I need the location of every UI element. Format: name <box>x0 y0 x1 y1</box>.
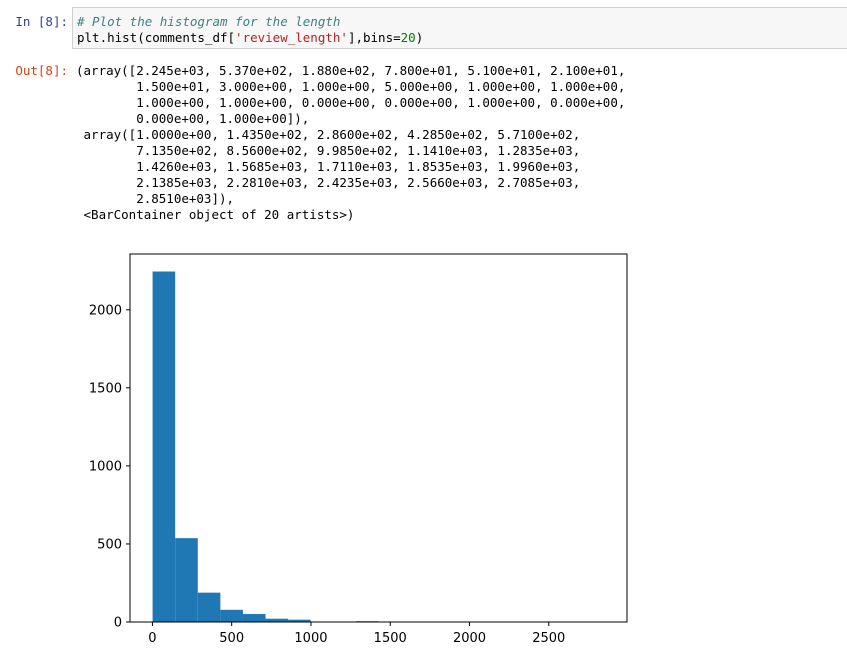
y-tick-label: 1000 <box>89 459 122 474</box>
output-text: (array([2.245e+03, 5.370e+02, 1.880e+02,… <box>76 63 625 223</box>
code-input-cell[interactable]: # Plot the histogram for the length plt.… <box>72 7 847 49</box>
plot-frame <box>129 253 628 623</box>
output-line: 2.8510e+03]), <box>76 191 235 206</box>
output-line: (array([2.245e+03, 5.370e+02, 1.880e+02,… <box>76 63 626 78</box>
histogram-bar <box>242 614 266 622</box>
output-line: array([1.0000e+00, 1.4350e+02, 2.8600e+0… <box>76 127 581 142</box>
code-number: 20 <box>400 30 416 45</box>
output-line: 1.000e+00, 1.000e+00, 0.000e+00, 0.000e+… <box>76 95 626 110</box>
x-tick-label: 500 <box>219 631 244 646</box>
code-mid: ],bins= <box>347 30 401 45</box>
histogram-bar <box>152 271 176 622</box>
y-tick-label: 0 <box>114 616 122 631</box>
code-string: 'review_length' <box>235 30 348 45</box>
output-prompt: Out[8]: <box>15 63 68 78</box>
histogram-bar <box>220 609 243 622</box>
output-line: <BarContainer object of 20 artists>) <box>76 207 355 222</box>
x-tick-label: 2500 <box>532 631 565 646</box>
code-comment: # Plot the histogram for the length <box>77 14 341 29</box>
y-tick-label: 1500 <box>89 381 122 396</box>
histogram-bar <box>175 538 198 622</box>
x-tick-label: 0 <box>148 631 156 646</box>
histogram-bar <box>265 618 289 622</box>
code-suffix: ) <box>415 30 424 45</box>
output-line: 2.1385e+03, 2.2810e+03, 2.4235e+03, 2.56… <box>76 175 581 190</box>
y-tick-label: 500 <box>97 537 122 552</box>
input-prompt: In [8]: <box>15 14 68 29</box>
output-line: 7.1350e+02, 8.5600e+02, 9.9850e+02, 1.14… <box>76 143 581 158</box>
output-line: 1.500e+01, 3.000e+00, 1.000e+00, 5.000e+… <box>76 79 626 94</box>
x-tick-label: 2000 <box>453 631 486 646</box>
code-prefix: plt.hist(comments_df[ <box>77 30 236 45</box>
output-line: 1.4260e+03, 1.5685e+03, 1.7110e+03, 1.85… <box>76 159 581 174</box>
histogram-bar <box>288 619 311 622</box>
output-line: 0.000e+00, 1.000e+00]), <box>76 111 310 126</box>
histogram-bar <box>197 592 221 622</box>
x-tick-label: 1500 <box>374 631 407 646</box>
histogram-chart: 0 500 1000 1500 2000 2500 0 500 1000 1500 2000 <box>89 253 628 646</box>
x-tick-label: 1000 <box>294 631 327 646</box>
y-tick-label: 2000 <box>89 303 122 318</box>
